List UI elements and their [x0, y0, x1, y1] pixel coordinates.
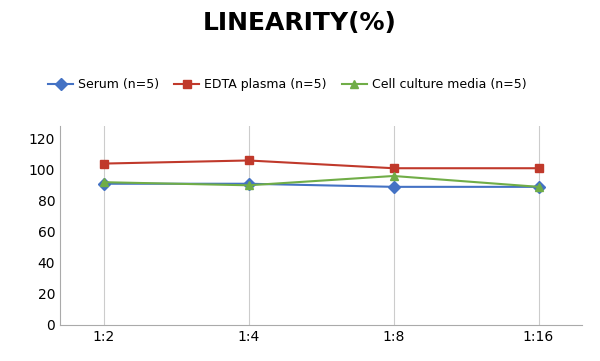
Serum (n=5) — [390, 185, 397, 189]
EDTA plasma (n=5) — [390, 166, 397, 170]
Line: Serum (n=5): Serum (n=5) — [100, 179, 542, 191]
EDTA plasma (n=5) — [100, 161, 107, 166]
Cell culture media (n=5) — [100, 180, 107, 184]
Serum (n=5) — [245, 182, 252, 186]
EDTA plasma (n=5) — [535, 166, 542, 170]
Text: LINEARITY(%): LINEARITY(%) — [203, 11, 397, 35]
Cell culture media (n=5) — [245, 183, 252, 187]
EDTA plasma (n=5) — [245, 158, 252, 163]
Serum (n=5) — [535, 185, 542, 189]
Cell culture media (n=5) — [535, 185, 542, 189]
Cell culture media (n=5) — [390, 174, 397, 178]
Line: Cell culture media (n=5): Cell culture media (n=5) — [100, 172, 542, 191]
Legend: Serum (n=5), EDTA plasma (n=5), Cell culture media (n=5): Serum (n=5), EDTA plasma (n=5), Cell cul… — [48, 78, 527, 91]
Line: EDTA plasma (n=5): EDTA plasma (n=5) — [100, 156, 542, 173]
Serum (n=5) — [100, 182, 107, 186]
